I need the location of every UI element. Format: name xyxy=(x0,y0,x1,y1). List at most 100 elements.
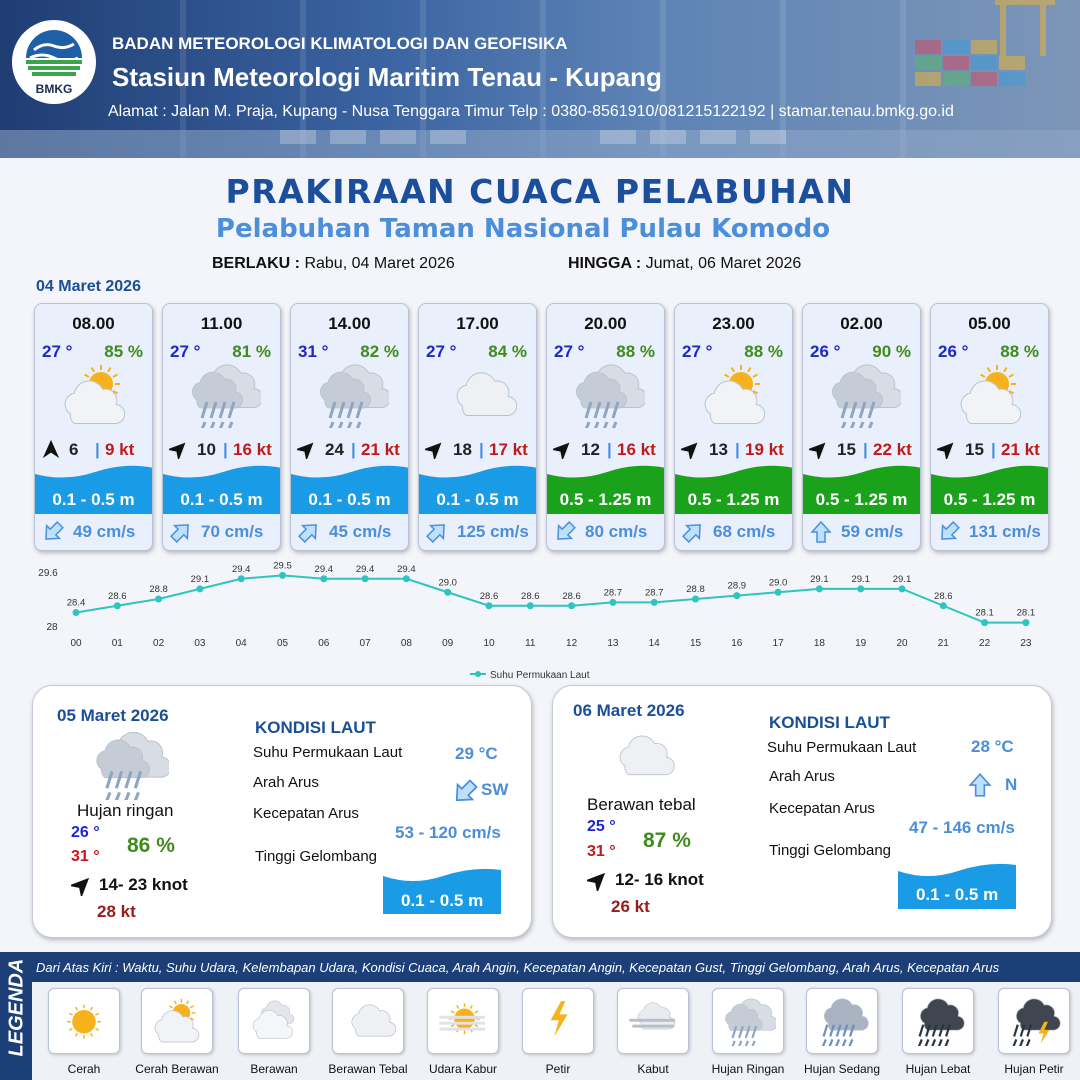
kabut-icon xyxy=(629,1002,676,1030)
legend-item-berawan xyxy=(238,988,310,1054)
wave-icon xyxy=(163,465,280,514)
sst-data-point xyxy=(939,602,947,610)
forecast-card: 08.00 27 ° 85 % 6 | 9 kt 0.1 - 0.5 m 49 … xyxy=(34,303,153,551)
sst-data-point xyxy=(857,585,865,593)
sst-data-label: 29.1 xyxy=(810,574,829,585)
sst-data-label: 28.6 xyxy=(934,591,953,602)
wind-direction-icon xyxy=(297,442,314,459)
card-wind-speed: 18 xyxy=(453,440,472,459)
day3-gust: 26 kt xyxy=(611,897,650,916)
card-temperature: 27 ° xyxy=(426,342,457,361)
page-subtitle: Pelabuhan Taman Nasional Pulau Komodo xyxy=(215,214,831,244)
legend-item-label: Berawan Tebal xyxy=(328,1062,408,1076)
valid-to: HINGGA : Jumat, 06 Maret 2026 xyxy=(568,255,801,273)
wind-direction-icon xyxy=(425,442,442,459)
sst-data-label: 28.7 xyxy=(604,587,623,598)
card-wave-height: 0.5 - 1.25 m xyxy=(687,490,780,509)
legend-item-petir xyxy=(522,988,594,1054)
wind-direction-icon xyxy=(809,442,826,459)
card-weather-icon xyxy=(192,364,261,428)
x-tick-label: 04 xyxy=(236,638,248,649)
x-tick-label: 15 xyxy=(690,638,702,649)
day3-weather-icon xyxy=(619,735,675,776)
station-name: Stasiun Meteorologi Maritim Tenau - Kupa… xyxy=(112,62,662,92)
x-tick-label: 21 xyxy=(938,638,950,649)
current-direction-icon xyxy=(170,524,189,543)
sst-data-label: 29.1 xyxy=(851,574,870,585)
day2-current-dir-value: SW xyxy=(481,780,509,799)
card-current: 45 cm/s xyxy=(291,518,408,548)
card-time: 02.00 xyxy=(840,314,883,333)
sst-data-point xyxy=(196,585,204,593)
card-current-speed: 131 cm/s xyxy=(969,522,1041,541)
card-weather-icon xyxy=(960,365,1022,424)
card-separator: | xyxy=(95,440,100,459)
legend-item-hujan-petir xyxy=(998,988,1070,1054)
card-humidity: 85 % xyxy=(104,342,143,361)
legend-item-cerah xyxy=(48,988,120,1054)
hujan-petir-icon xyxy=(1012,998,1061,1046)
day2-wave-label: Tinggi Gelombang xyxy=(255,848,378,865)
day3-current-direction-icon xyxy=(968,772,992,797)
sst-data-point xyxy=(774,588,782,596)
y-tick-label: 28 xyxy=(46,622,58,633)
agency-name: BADAN METEOROLOGI KLIMATOLOGI DAN GEOFIS… xyxy=(112,34,568,53)
day3-current-dir-value: N xyxy=(1005,775,1018,794)
y-tick-label: 29.6 xyxy=(38,568,58,579)
x-tick-label: 22 xyxy=(979,638,991,649)
forecast-card: 11.00 27 ° 81 % 10 | 16 kt 0.1 - 0.5 m 7… xyxy=(162,303,281,551)
card-weather-icon xyxy=(832,364,901,428)
valid-to-value: Jumat, 06 Maret 2026 xyxy=(645,255,802,272)
card-current: 70 cm/s xyxy=(163,518,280,548)
valid-to-label: HINGGA : xyxy=(568,255,642,272)
day1-date: 04 Maret 2026 xyxy=(36,278,141,295)
current-direction-icon xyxy=(426,524,445,543)
card-separator: | xyxy=(351,440,356,459)
wave-icon xyxy=(291,465,408,514)
day3-sea-title: KONDISI LAUT xyxy=(769,713,890,732)
x-tick-label: 23 xyxy=(1020,638,1032,649)
card-wave-height: 0.1 - 0.5 m xyxy=(52,490,135,509)
legend-item-label: Berawan xyxy=(250,1062,298,1076)
card-wave-height: 0.5 - 1.25 m xyxy=(815,490,908,509)
legend-item-berawan-tebal xyxy=(332,988,404,1054)
day3-temp-max: 31 ° xyxy=(587,843,616,860)
legend-item-cerah-berawan xyxy=(141,988,213,1054)
berawan-tebal-icon xyxy=(351,1004,396,1037)
valid-from: BERLAKU : Rabu, 04 Maret 2026 xyxy=(212,255,455,273)
legend-icons: Cerah Cerah Berawan Berawan Berawan Tebal Ud… xyxy=(32,982,1080,1080)
x-tick-label: 01 xyxy=(112,638,124,649)
card-current-speed: 49 cm/s xyxy=(73,522,136,541)
sst-data-point xyxy=(72,609,80,616)
sst-data-point xyxy=(568,602,576,610)
udara-kabur-icon xyxy=(439,1003,486,1035)
wave-icon xyxy=(419,465,536,514)
card-temperature: 27 ° xyxy=(170,342,201,361)
forecast-card: 23.00 27 ° 88 % 13 | 19 kt 0.5 - 1.25 m … xyxy=(674,303,793,551)
current-direction-icon xyxy=(45,521,64,540)
card-current-speed: 59 cm/s xyxy=(841,522,904,541)
card-current-speed: 125 cm/s xyxy=(457,522,529,541)
forecast-card: 02.00 26 ° 90 % 15 | 22 kt 0.5 - 1.25 m … xyxy=(802,303,921,551)
card-wind-speed: 15 xyxy=(837,440,856,459)
legend-item-label: Kabut xyxy=(637,1062,669,1076)
day2-current-speed-label: Kecepatan Arus xyxy=(253,805,359,822)
x-tick-label: 11 xyxy=(525,638,536,649)
sst-data-label: 28.9 xyxy=(728,581,747,592)
sst-data-point xyxy=(650,598,658,606)
current-direction-icon xyxy=(557,521,576,540)
sst-data-point xyxy=(1022,619,1030,627)
sst-data-point xyxy=(609,598,617,606)
card-current-speed: 80 cm/s xyxy=(585,522,648,541)
x-tick-label: 18 xyxy=(814,638,826,649)
x-tick-label: 06 xyxy=(318,638,330,649)
card-weather-icon xyxy=(456,372,517,416)
card-temperature: 27 ° xyxy=(554,342,585,361)
card-time: 17.00 xyxy=(456,314,499,333)
card-time: 05.00 xyxy=(968,314,1011,333)
card-gust: 19 kt xyxy=(745,440,784,459)
x-tick-label: 03 xyxy=(194,638,206,649)
x-tick-label: 07 xyxy=(360,638,372,649)
sst-data-label: 29.4 xyxy=(315,564,334,575)
day2-current-dir-label: Arah Arus xyxy=(253,774,319,791)
